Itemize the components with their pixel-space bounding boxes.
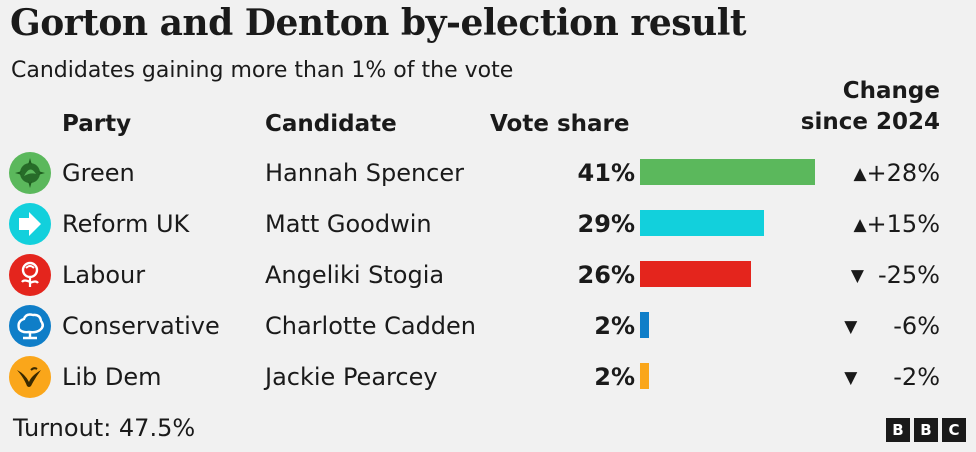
party-name: Green [62, 159, 135, 187]
table-row: Labour Angeliki Stogia 26% ▼ -25% [0, 250, 976, 300]
header-change: Change since 2024 [801, 76, 940, 138]
table-row: Green Hannah Spencer 41% ▲+28% [0, 148, 976, 198]
header-change-line2: since 2024 [800, 109, 940, 135]
vote-share-bar [640, 312, 649, 338]
candidate-name: Charlotte Cadden [265, 312, 477, 340]
labour-rose-icon [9, 254, 51, 296]
party-name: Reform UK [62, 210, 190, 238]
bbc-logo: B B C [886, 418, 966, 442]
party-name: Lib Dem [62, 363, 162, 391]
vote-share-bar [640, 261, 751, 287]
reform-uk-logo-icon [9, 203, 51, 245]
bbc-logo-letter: B [914, 418, 938, 442]
table-row: Conservative Charlotte Cadden 2% ▼ -6% [0, 301, 976, 351]
vote-share-bar [640, 363, 649, 389]
header-vote-share: Vote share [490, 111, 630, 137]
vote-share-label: 26% [577, 261, 635, 289]
header-party: Party [62, 111, 132, 137]
candidate-name: Matt Goodwin [265, 210, 432, 238]
chart-subtitle: Candidates gaining more than 1% of the v… [11, 58, 514, 83]
vote-share-label: 2% [594, 363, 635, 391]
triangle-up-icon: ▲ [853, 164, 867, 184]
turnout-label: Turnout: 47.5% [13, 414, 196, 442]
table-row: Lib Dem Jackie Pearcey 2% ▼ -2% [0, 352, 976, 402]
candidate-name: Jackie Pearcey [265, 363, 438, 391]
party-name: Conservative [62, 312, 220, 340]
change-label: -25% [877, 261, 940, 289]
lib-dem-bird-icon [9, 356, 51, 398]
change-value: ▼ -25% [851, 250, 940, 300]
triangle-down-icon: ▼ [844, 368, 858, 388]
change-value: ▲+15% [853, 199, 940, 249]
triangle-down-icon: ▼ [850, 266, 864, 286]
change-value: ▼ -2% [844, 352, 940, 402]
party-name: Labour [62, 261, 146, 289]
vote-share-label: 29% [577, 210, 635, 238]
change-label: -2% [893, 363, 940, 391]
vote-share-label: 2% [594, 312, 635, 340]
candidate-name: Hannah Spencer [265, 159, 464, 187]
vote-share-bar [640, 210, 764, 236]
triangle-down-icon: ▼ [844, 317, 858, 337]
conservative-tree-icon [9, 305, 51, 347]
vote-share-bar [640, 159, 815, 185]
triangle-up-icon: ▲ [853, 215, 867, 235]
candidate-name: Angeliki Stogia [265, 261, 445, 289]
bbc-logo-letter: B [886, 418, 910, 442]
change-label: +28% [866, 159, 940, 187]
change-value: ▼ -6% [844, 301, 940, 351]
table-row: Reform UK Matt Goodwin 29% ▲+15% [0, 199, 976, 249]
header-candidate: Candidate [265, 111, 397, 137]
change-label: -6% [893, 312, 940, 340]
bbc-logo-letter: C [942, 418, 966, 442]
change-label: +15% [866, 210, 940, 238]
chart-title: Gorton and Denton by-election result [10, 2, 747, 44]
vote-share-label: 41% [577, 159, 635, 187]
green-party-logo-icon [9, 152, 51, 194]
change-value: ▲+28% [853, 148, 940, 198]
header-change-line1: Change [842, 78, 940, 104]
